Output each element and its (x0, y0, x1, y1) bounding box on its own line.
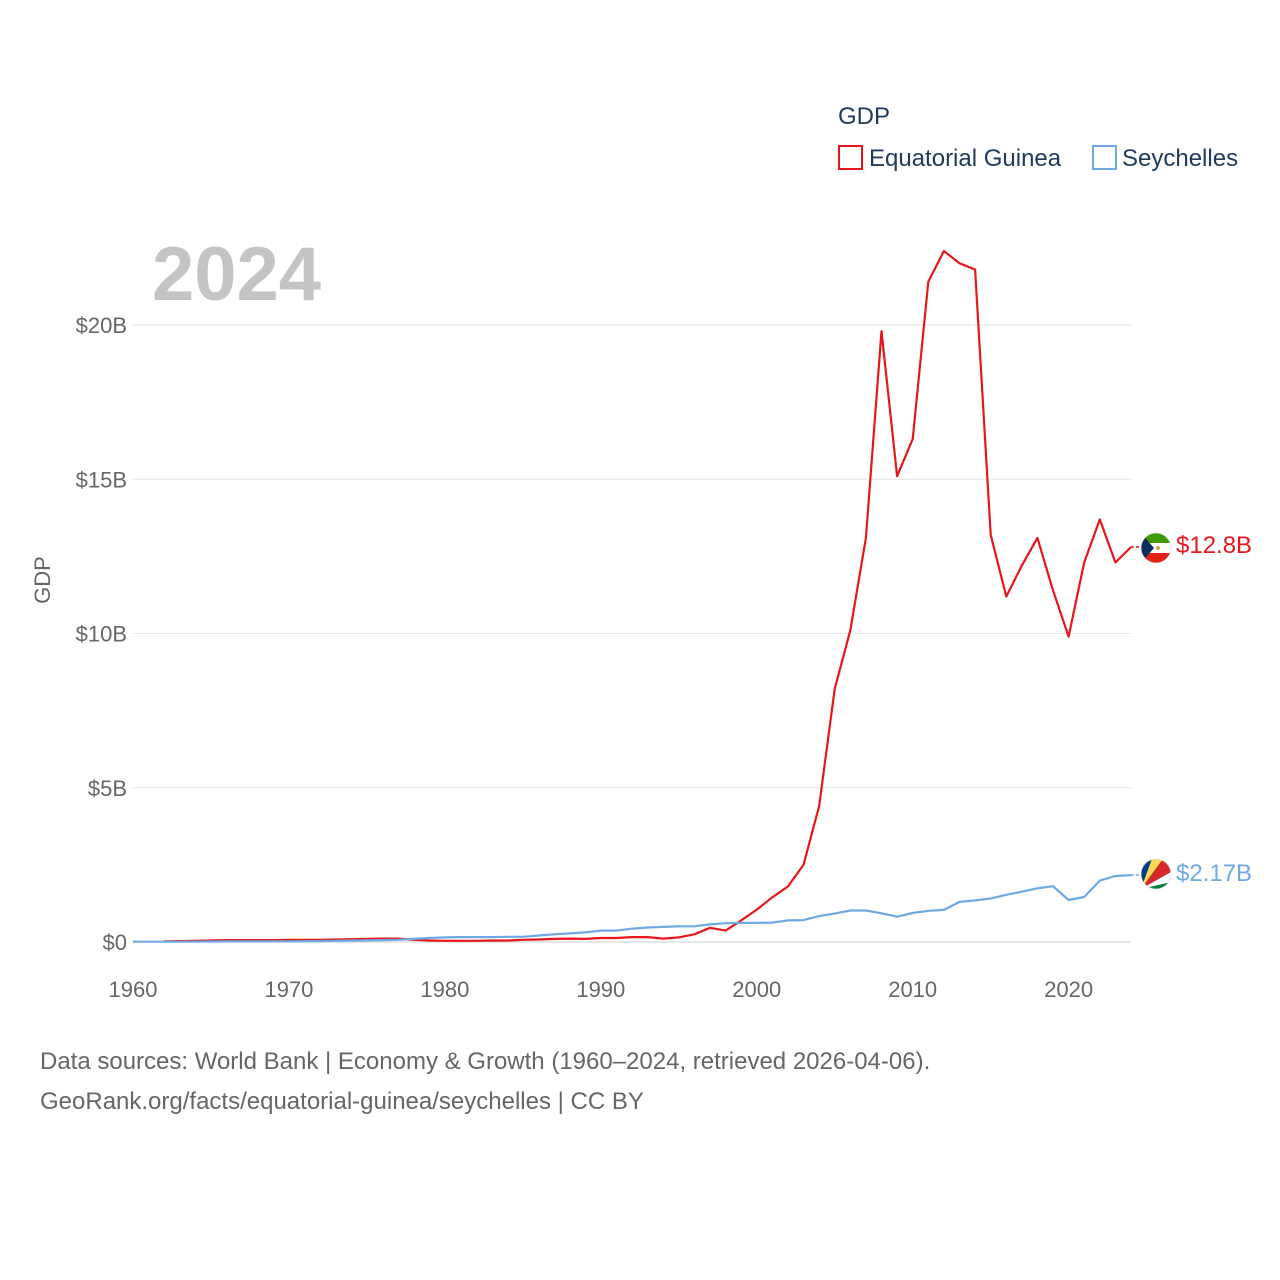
x-tick-label: 1980 (420, 977, 469, 1002)
equatorial-guinea-flag-icon (1141, 533, 1171, 563)
series-line-seychelles[interactable] (133, 874, 1132, 943)
x-tick-label: 2020 (1044, 977, 1093, 1002)
grid-lines (133, 324, 1131, 943)
source-line-2[interactable]: GeoRank.org/facts/equatorial-guinea/seyc… (40, 1088, 644, 1115)
legend-label-seychelles: Seychelles (1122, 145, 1238, 172)
y-tick-label: $15B (76, 467, 127, 492)
legend-item-equatorial-guinea[interactable]: Equatorial Guinea (838, 145, 1062, 172)
x-tick-label: 2000 (732, 977, 781, 1002)
year-label: 2024 (152, 232, 321, 317)
y-axis-ticks: $0 $5B $10B $15B $20B (76, 313, 127, 955)
x-tick-label: 1990 (576, 977, 625, 1002)
x-tick-label: 2010 (888, 977, 937, 1002)
end-label-seychelles: $2.17B (1176, 860, 1252, 887)
x-axis-ticks: 1960 1970 1980 1990 2000 2010 2020 (109, 977, 1094, 1002)
x-tick-label: 1960 (109, 977, 158, 1002)
y-tick-label: $20B (76, 313, 127, 338)
legend-label-equatorial-guinea: Equatorial Guinea (869, 145, 1062, 172)
source-line-1: Data sources: World Bank | Economy & Gro… (40, 1048, 931, 1075)
series-line-equatorial-guinea[interactable] (164, 249, 1132, 943)
y-tick-label: $5B (88, 776, 127, 801)
legend-item-seychelles[interactable]: Seychelles (1092, 145, 1238, 172)
end-label-equatorial-guinea: $12.8B (1176, 532, 1252, 559)
y-tick-label: $0 (103, 930, 127, 955)
legend-swatch-seychelles (1092, 145, 1117, 170)
y-axis-title: GDP (30, 556, 55, 604)
equatorial-guinea-flag-ring (1140, 532, 1172, 564)
x-tick-label: 1970 (264, 977, 313, 1002)
series-lines (133, 249, 1132, 943)
seychelles-flag-icon (1141, 859, 1171, 889)
legend-title: GDP (838, 103, 890, 130)
seychelles-flag-ring (1140, 858, 1172, 890)
y-tick-label: $10B (76, 622, 127, 647)
data-source-note: Data sources: World Bank | Economy & Gro… (40, 1042, 930, 1122)
legend-swatch-equatorial-guinea (838, 145, 863, 170)
